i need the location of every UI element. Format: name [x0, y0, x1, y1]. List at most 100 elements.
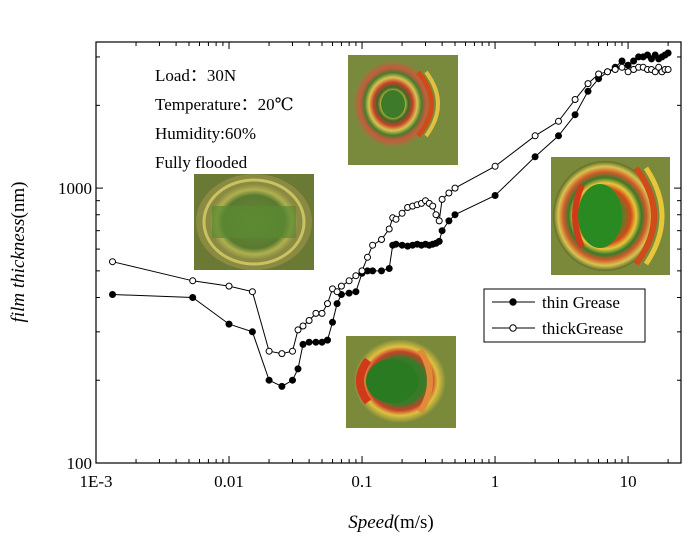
data-point-thin-grease [451, 211, 459, 219]
interference-image-bottom [346, 336, 456, 428]
axis-layer: 1E-3 0.01 0.1 1 10 100 1000 [58, 42, 681, 491]
data-point-thick-grease [531, 132, 539, 140]
data-point-thick-grease [378, 236, 385, 243]
note-humidity: Humidity:60% [155, 124, 256, 143]
data-point-thick-grease [432, 211, 440, 219]
x-axis-title-main: Speed [348, 512, 394, 533]
x-axis-title: Speed(m/s) [348, 512, 433, 533]
interference-image-top [348, 55, 458, 165]
x-axis-title-unit: (m/s) [394, 512, 434, 533]
data-point-thick-grease [595, 70, 603, 78]
data-point-thin-grease [294, 365, 302, 373]
data-point-thick-grease [584, 80, 592, 88]
legend-marker-thin [509, 298, 517, 306]
y-axis-title-unit: (nm) [8, 182, 29, 219]
data-point-thin-grease [248, 328, 256, 336]
data-point-thick-grease [289, 347, 296, 355]
x-tick-label: 0.01 [214, 472, 244, 491]
data-point-thick-grease [555, 117, 562, 125]
data-point-thin-grease [225, 320, 233, 328]
legend: thin Grease thickGrease [483, 288, 646, 343]
data-point-thick-grease [445, 189, 453, 197]
data-point-thin-grease [189, 294, 197, 301]
data-point-thin-grease [378, 267, 385, 275]
data-point-thick-grease [294, 326, 302, 334]
legend-box [483, 288, 646, 343]
legend-label-thick: thickGrease [542, 319, 623, 338]
data-point-thick-grease [491, 162, 499, 170]
data-point-thin-grease [664, 49, 672, 57]
data-point-thin-grease [265, 376, 273, 384]
y-tick-label: 100 [67, 454, 93, 473]
y-tick-label: 1000 [58, 179, 92, 198]
data-point-thick-grease [265, 347, 273, 355]
data-point-thick-grease [225, 282, 233, 290]
data-point-thin-grease [345, 289, 353, 297]
y-axis-title-main: film thickness [8, 218, 29, 322]
data-point-thick-grease [611, 66, 619, 73]
data-point-thick-grease [189, 277, 197, 285]
data-point-thick-grease [324, 300, 331, 308]
data-point-thin-grease [531, 153, 539, 161]
data-point-thin-grease [438, 227, 446, 235]
data-point-thick-grease [438, 195, 446, 203]
data-point-thick-grease [278, 350, 286, 358]
data-point-thin-grease [398, 241, 406, 249]
data-point-thick-grease [451, 184, 459, 192]
data-point-thin-grease [445, 217, 453, 225]
data-point-thick-grease [345, 277, 353, 285]
data-point-thin-grease [630, 57, 638, 65]
data-point-thin-grease [324, 336, 331, 344]
data-point-thick-grease [435, 217, 443, 225]
data-point-thin-grease [369, 267, 377, 275]
x-tick-label: 10 [620, 472, 637, 491]
data-point-thick-grease [429, 202, 437, 210]
interference-image-left [194, 174, 314, 270]
data-point-thin-grease [278, 382, 286, 390]
y-axis-title: film thickness(nm) [8, 182, 29, 323]
data-point-thick-grease [358, 267, 366, 275]
data-point-thick-grease [392, 215, 400, 223]
data-point-thin-grease [289, 376, 296, 384]
data-point-thin-grease [305, 338, 313, 346]
data-point-thick-grease [651, 68, 659, 76]
data-point-thin-grease [555, 132, 562, 140]
data-point-thick-grease [312, 309, 320, 317]
note-load: Load：30N [155, 66, 236, 85]
note-fully-flooded: Fully flooded [155, 153, 248, 172]
data-point-thin-grease [333, 300, 341, 308]
data-point-thick-grease [364, 253, 371, 261]
data-point-thin-grease [584, 87, 592, 95]
data-point-thin-grease [109, 291, 116, 298]
data-point-thin-grease [491, 192, 499, 199]
data-point-thin-grease [312, 338, 320, 346]
data-point-thick-grease [604, 68, 611, 76]
plot-frame [95, 41, 682, 464]
data-point-thick-grease [664, 66, 672, 73]
x-tick-label: 0.1 [351, 472, 372, 491]
condition-notes: Load：30N Temperature：20℃ Humidity:60% Fu… [155, 66, 294, 172]
series-layer [109, 49, 672, 390]
x-tick-label: 1 [491, 472, 500, 491]
data-point-thick-grease [305, 317, 313, 324]
data-point-thick-grease [109, 258, 116, 266]
data-point-thick-grease [333, 288, 341, 296]
x-tick-label: 1E-3 [79, 472, 112, 491]
data-point-thin-grease [435, 237, 443, 245]
interference-image-right [551, 157, 670, 275]
data-point-thick-grease [318, 309, 326, 317]
data-point-thin-grease [618, 57, 626, 65]
data-point-thick-grease [248, 288, 256, 296]
data-point-thick-grease [369, 241, 377, 249]
data-point-thin-grease [299, 340, 307, 348]
data-point-thin-grease [352, 288, 360, 296]
data-point-thin-grease [571, 111, 579, 119]
data-point-thick-grease [299, 322, 307, 330]
legend-label-thin: thin Grease [542, 293, 620, 312]
legend-marker-thick [509, 324, 517, 332]
data-point-thick-grease [398, 209, 406, 217]
data-point-thick-grease [618, 63, 626, 71]
data-point-thick-grease [337, 282, 345, 290]
data-point-thin-grease [392, 240, 400, 248]
